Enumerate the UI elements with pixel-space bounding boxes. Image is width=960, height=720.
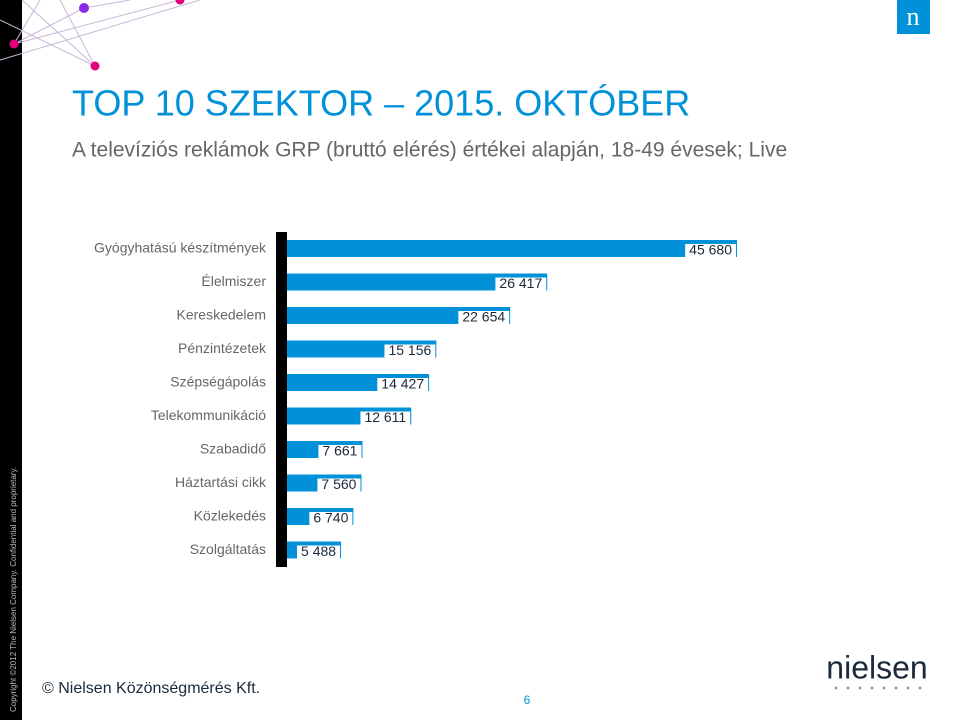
- value-label: 45 680: [689, 242, 732, 258]
- axis-bar: [276, 232, 287, 567]
- value-label-bg: [377, 378, 429, 392]
- category-label: Szabadidő: [200, 441, 266, 457]
- deco-dot: [175, 0, 185, 5]
- bar: [287, 307, 511, 324]
- value-label-bg: [309, 512, 353, 526]
- subtitle: A televíziós reklámok GRP (bruttó elérés…: [72, 139, 787, 162]
- deco-dot: [9, 39, 19, 49]
- value-label: 5 488: [301, 543, 336, 559]
- deco-dot: [90, 61, 100, 71]
- value-label: 12 611: [364, 409, 406, 425]
- title: TOP 10 SZEKTOR – 2015. OKTÓBER: [72, 83, 690, 124]
- value-label: 15 156: [388, 342, 431, 358]
- value-label-bg: [384, 344, 436, 359]
- value-label: 26 417: [499, 275, 542, 291]
- category-label: Telekommunikáció: [151, 407, 266, 423]
- brand-icon-box: [897, 0, 930, 34]
- category-label: Pénzintézetek: [178, 340, 267, 356]
- copyright: Copyright ©2012 The Nielsen Company. Con…: [9, 467, 18, 712]
- value-label-bg: [318, 445, 362, 459]
- value-label: 6 740: [313, 510, 348, 526]
- network-decoration: [0, 0, 201, 67]
- value-label-bg: [685, 244, 736, 258]
- value-label-bg: [317, 478, 361, 493]
- deco-dot: [79, 3, 89, 13]
- bar: [287, 273, 548, 291]
- category-label: Gyógyhatású készítmények: [94, 240, 267, 256]
- value-label: 7 661: [322, 443, 357, 459]
- category-label: Háztartási cikk: [175, 474, 267, 490]
- bar: [287, 240, 737, 257]
- category-label: Szépségápolás: [170, 374, 266, 390]
- logo: nielsen: [826, 649, 927, 685]
- logo-dots: [834, 686, 922, 690]
- value-label: 14 427: [381, 376, 424, 392]
- value-label-bg: [495, 277, 547, 292]
- page-number: 6: [524, 693, 531, 707]
- side-strip: [0, 0, 22, 720]
- value-label-bg: [458, 311, 510, 325]
- category-label: Közlekedés: [194, 508, 266, 524]
- value-label-bg: [297, 545, 341, 560]
- category-label: Kereskedelem: [177, 307, 267, 323]
- value-label-bg: [360, 411, 411, 426]
- category-label: Szolgáltatás: [190, 541, 266, 557]
- value-label: 7 560: [321, 476, 356, 492]
- value-label: 22 654: [462, 309, 505, 325]
- footer-text: © Nielsen Közönségmérés Kft.: [42, 680, 260, 697]
- category-label: Élelmiszer: [201, 273, 266, 289]
- brand-icon: n: [907, 2, 920, 31]
